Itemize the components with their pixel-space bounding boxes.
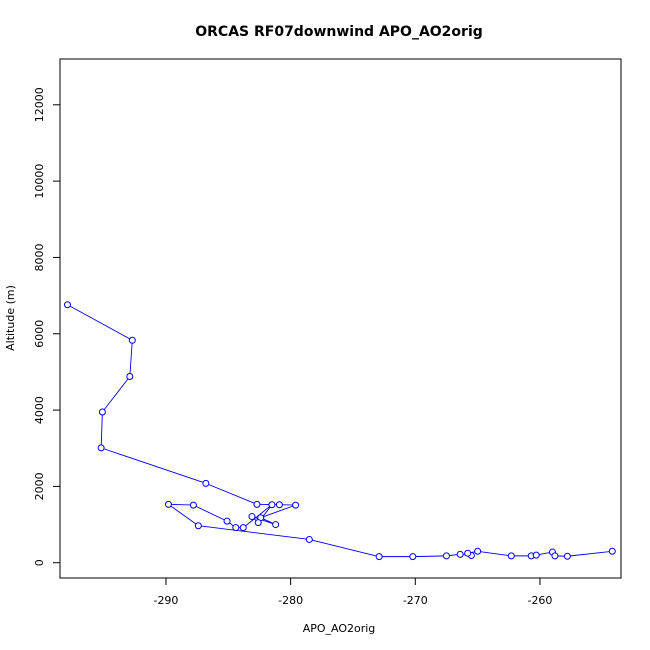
- series-line-segment: [67, 304, 133, 341]
- data-point: [442, 552, 450, 560]
- y-tick-label: 10000: [33, 164, 46, 199]
- data-point: [164, 500, 172, 508]
- series-line-segment: [193, 504, 228, 522]
- data-point: [63, 301, 71, 309]
- data-point: [275, 501, 283, 509]
- data-point: [507, 552, 515, 560]
- x-tick-label: -290: [153, 594, 178, 607]
- data-point: [194, 522, 202, 530]
- series-line-segment: [129, 340, 133, 377]
- data-point: [223, 517, 231, 525]
- data-point: [608, 547, 616, 555]
- x-tick-label: -260: [527, 594, 552, 607]
- data-point: [456, 550, 464, 558]
- series-line-segment: [168, 503, 199, 527]
- y-axis-label: Altitude (m): [4, 285, 17, 351]
- data-point: [268, 501, 276, 509]
- data-point: [551, 552, 559, 560]
- chart-title: ORCAS RF07downwind APO_AO2orig: [195, 24, 483, 40]
- data-point: [189, 501, 197, 509]
- data-point: [254, 519, 262, 527]
- data-point: [202, 479, 210, 487]
- y-tick-label: 12000: [33, 87, 46, 122]
- y-axis: 0 2000 4000 6000 8000 10000 12000: [33, 87, 60, 566]
- y-tick-label: 0: [33, 559, 46, 566]
- data-point: [128, 336, 136, 344]
- data-point: [292, 501, 300, 509]
- series-line-segment: [567, 550, 613, 557]
- series-line-segment: [260, 504, 296, 519]
- data-point: [97, 444, 105, 452]
- series-line-segment: [412, 555, 447, 558]
- plot-area: [63, 301, 616, 561]
- y-tick-label: 8000: [33, 243, 46, 271]
- x-axis-label: APO_AO2orig: [303, 622, 376, 635]
- data-point: [375, 553, 383, 561]
- series-line-segment: [102, 376, 131, 413]
- data-point: [239, 524, 247, 532]
- data-point: [532, 551, 540, 559]
- series-line-segment: [205, 482, 258, 505]
- plot-frame: [59, 58, 622, 579]
- data-point: [232, 524, 240, 532]
- data-point: [272, 521, 280, 529]
- data-point: [474, 547, 482, 555]
- x-axis: -290 -280 -270 -260: [153, 578, 552, 607]
- series-line-segment: [168, 503, 194, 506]
- data-point: [305, 535, 313, 543]
- data-point: [98, 408, 106, 416]
- data-point: [248, 513, 256, 521]
- series-line-segment: [198, 525, 310, 540]
- data-point: [253, 500, 261, 508]
- series-line-segment: [100, 447, 207, 484]
- data-point: [126, 373, 134, 381]
- y-tick-label: 6000: [33, 320, 46, 348]
- series-line-segment: [100, 411, 103, 448]
- data-point: [464, 549, 472, 557]
- x-tick-label: -280: [278, 594, 303, 607]
- series-line-segment: [477, 550, 512, 557]
- x-tick-label: -270: [403, 594, 428, 607]
- data-point: [409, 553, 417, 561]
- y-tick-label: 2000: [33, 472, 46, 500]
- y-tick-label: 4000: [33, 396, 46, 424]
- series-line-segment: [309, 539, 380, 558]
- data-point: [563, 552, 571, 560]
